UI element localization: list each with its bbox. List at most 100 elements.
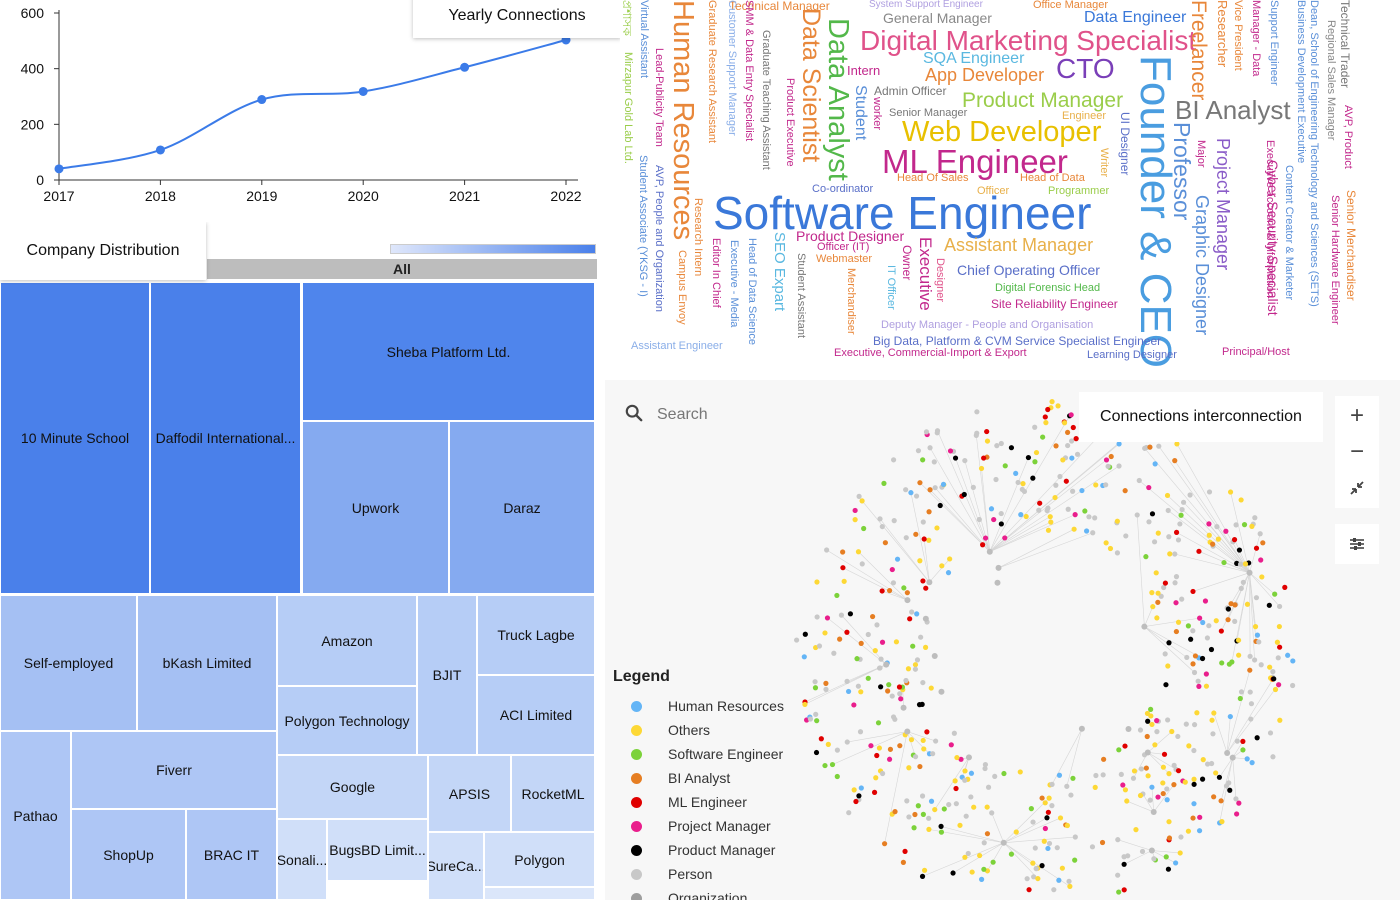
network-node[interactable] [1122, 488, 1128, 494]
network-node[interactable] [1133, 827, 1139, 833]
network-node[interactable] [1285, 652, 1291, 658]
wordcloud-word[interactable]: Freelancer [1187, 0, 1210, 101]
treemap-cell[interactable]: Sheba Platform Ltd. [302, 282, 595, 421]
wordcloud-word[interactable]: Lead-Publicity Team [653, 48, 665, 147]
network-node[interactable] [1175, 619, 1182, 625]
legend-item[interactable]: Organization [613, 886, 813, 900]
network-node[interactable] [1169, 728, 1175, 735]
network-node[interactable] [865, 631, 871, 638]
network-node[interactable] [902, 848, 908, 855]
network-node[interactable] [1197, 615, 1203, 621]
network-node[interactable] [893, 639, 900, 645]
wordcloud-word[interactable]: Data Analyst [822, 18, 854, 181]
network-node[interactable] [1187, 492, 1193, 498]
wordcloud-word[interactable]: Graphic Designer [1192, 195, 1212, 336]
network-node[interactable] [865, 675, 871, 681]
network-node[interactable] [962, 457, 968, 464]
network-node[interactable] [1082, 508, 1088, 514]
network-node[interactable] [1175, 733, 1181, 740]
network-node[interactable] [984, 831, 991, 837]
network-node[interactable] [984, 804, 990, 810]
network-node[interactable] [919, 873, 926, 879]
network-node[interactable] [1167, 551, 1173, 557]
treemap-root-header[interactable]: All [207, 259, 597, 279]
network-node[interactable] [1199, 776, 1206, 782]
data-point[interactable] [257, 95, 267, 105]
network-node[interactable] [840, 549, 846, 555]
network-node[interactable] [1247, 667, 1253, 673]
network-node[interactable] [981, 455, 987, 461]
network-node[interactable] [1259, 574, 1265, 580]
network-node[interactable] [990, 859, 996, 865]
network-node[interactable] [1165, 866, 1172, 872]
network-node[interactable] [1074, 451, 1081, 457]
network-node[interactable] [859, 561, 865, 567]
wordcloud-word[interactable]: Site Reliability Engineer [991, 297, 1118, 311]
network-node[interactable] [1209, 717, 1215, 723]
network-node[interactable] [1160, 780, 1166, 786]
network-node[interactable] [920, 679, 926, 686]
network-node[interactable] [1149, 511, 1156, 517]
network-node[interactable] [903, 487, 909, 493]
wordcloud-word[interactable]: Technical Trader [1338, 0, 1352, 89]
network-hub-node[interactable] [904, 597, 911, 604]
wordcloud-word[interactable]: Major [1195, 140, 1207, 168]
network-node[interactable] [1045, 809, 1051, 815]
wordcloud-word[interactable]: Technical Manager [729, 0, 830, 13]
network-node[interactable] [874, 622, 880, 628]
network-node[interactable] [1163, 682, 1169, 688]
network-node[interactable] [881, 480, 887, 486]
network-node[interactable] [913, 493, 920, 499]
treemap-cell[interactable]: BRAC IT [186, 809, 277, 900]
network-node[interactable] [1254, 632, 1261, 638]
network-node[interactable] [1240, 738, 1246, 744]
wordcloud-word[interactable]: Cyber Security Specialist [1265, 160, 1281, 316]
network-node[interactable] [1053, 482, 1059, 488]
network-node[interactable] [891, 518, 897, 524]
network-node[interactable] [844, 629, 850, 635]
network-node[interactable] [906, 765, 912, 771]
network-node[interactable] [928, 798, 935, 804]
network-node[interactable] [1153, 570, 1159, 576]
network-node[interactable] [1055, 403, 1061, 409]
network-node[interactable] [908, 737, 915, 743]
network-node[interactable] [1276, 623, 1282, 630]
network-node[interactable] [994, 443, 1000, 449]
fit-view-button[interactable] [1335, 468, 1379, 508]
network-node[interactable] [1149, 590, 1155, 596]
network-node[interactable] [971, 804, 977, 810]
network-node[interactable] [1180, 499, 1187, 505]
wordcloud-word[interactable]: Content Creator & Marketer [1283, 165, 1295, 301]
network-node[interactable] [1030, 860, 1036, 866]
network-node[interactable] [816, 643, 823, 649]
network-node[interactable] [1165, 507, 1171, 514]
network-node[interactable] [1233, 522, 1239, 528]
network-node[interactable] [1164, 492, 1171, 499]
network-node[interactable] [924, 729, 930, 735]
network-node[interactable] [1053, 443, 1059, 449]
wordcloud-word[interactable]: Dean, School of Engineering Technology a… [1308, 0, 1320, 307]
network-node[interactable] [984, 438, 991, 444]
network-node[interactable] [926, 815, 932, 821]
network-node[interactable] [1248, 716, 1254, 722]
network-node[interactable] [881, 841, 888, 847]
network-hub-node[interactable] [904, 728, 911, 735]
network-node[interactable] [1060, 457, 1066, 463]
network-node[interactable] [1083, 528, 1090, 534]
network-node[interactable] [1185, 828, 1192, 834]
network-node[interactable] [802, 631, 808, 637]
network-node[interactable] [1266, 602, 1272, 608]
network-node[interactable] [846, 810, 852, 816]
network-node[interactable] [930, 751, 936, 757]
network-node[interactable] [1134, 512, 1140, 518]
data-point[interactable] [358, 86, 368, 96]
network-node[interactable] [1211, 794, 1217, 800]
network-node[interactable] [1099, 839, 1106, 846]
network-node[interactable] [823, 686, 829, 692]
network-node[interactable] [814, 614, 820, 620]
network-hub-node[interactable] [1000, 839, 1007, 846]
network-node[interactable] [1173, 529, 1180, 535]
network-node[interactable] [962, 768, 968, 774]
wordcloud-word[interactable]: Assistant Manager [944, 235, 1094, 255]
network-node[interactable] [1196, 548, 1202, 554]
